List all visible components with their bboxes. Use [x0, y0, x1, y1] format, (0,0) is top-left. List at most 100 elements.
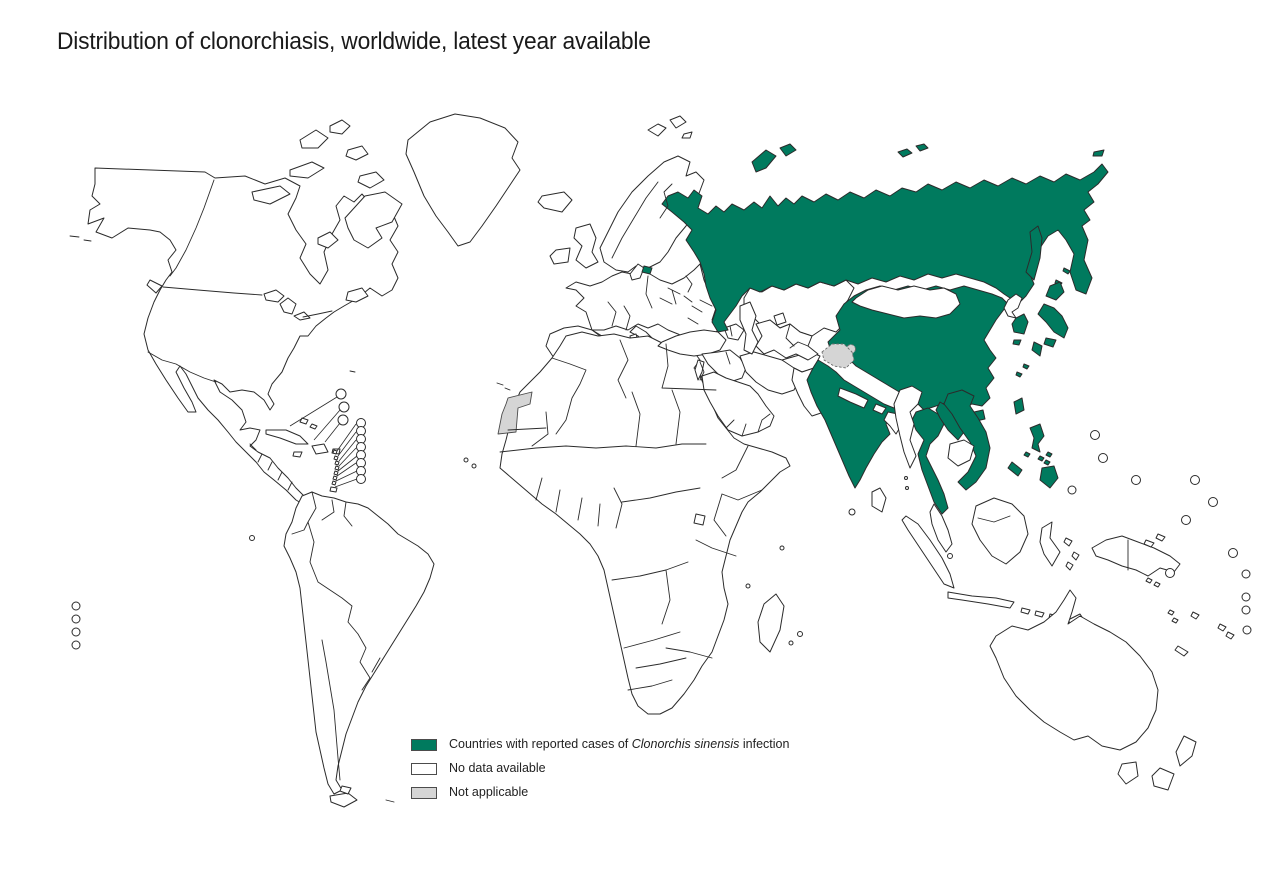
island-marker: [71, 627, 81, 637]
island-marker: [335, 388, 347, 400]
country-russia: [661, 163, 1109, 333]
country-north-america-mainland: [87, 167, 399, 507]
region-central-asia: [755, 319, 819, 361]
island-marker: [471, 463, 477, 469]
islands-falkland: [339, 785, 352, 795]
country-nepal: [837, 387, 869, 409]
island-marker: [1241, 605, 1251, 615]
country-south-korea: [1011, 313, 1029, 335]
island-marker: [71, 601, 81, 611]
island-marker: [356, 474, 366, 484]
islands-svalbard: [647, 115, 693, 139]
islands-novaya-zemlya: [751, 143, 797, 173]
island-tierra-del-fuego: [329, 792, 358, 808]
borders-middle-east-central-asia: [699, 323, 809, 437]
island-marker: [1190, 475, 1200, 485]
region-western-sahara: [497, 391, 533, 435]
island-marker: [779, 545, 785, 551]
japan-hokkaido: [1045, 281, 1065, 301]
philippines-mindanao: [1039, 465, 1059, 489]
island-marker: [1241, 569, 1251, 579]
island-wrangel: [1092, 149, 1105, 157]
lesser-antilles: [329, 449, 340, 493]
borders-asia-misc: [977, 515, 1129, 571]
japan-honshu: [1037, 303, 1069, 339]
island-marker: [848, 508, 856, 516]
island-marker: [1098, 453, 1108, 463]
legend-label-not-applicable: Not applicable: [449, 785, 529, 799]
country-myanmar: [893, 385, 923, 469]
philippines-luzon: [1029, 423, 1045, 453]
island-marker: [1242, 625, 1252, 635]
japan-kyushu: [1031, 341, 1043, 357]
island-new-caledonia: [1174, 645, 1189, 657]
caribbean-leader-lines: [289, 396, 358, 488]
islands-bahamas: [299, 417, 318, 430]
endemic-layer: [641, 143, 1109, 515]
island-marker: [745, 583, 751, 589]
country-vietnam: [943, 389, 991, 491]
island-marker: [1228, 548, 1238, 558]
legend-label-prefix: Countries with reported cases of: [449, 737, 632, 751]
country-denmark: [629, 263, 645, 281]
island-marker: [1181, 515, 1191, 525]
country-malaysia-peninsula: [929, 503, 953, 553]
island-marker: [1090, 430, 1100, 440]
country-sri-lanka: [871, 487, 887, 513]
border-layer: [147, 179, 1129, 781]
region-iraq-syria: [701, 349, 747, 383]
islands-fiji-vanuatu: [1145, 577, 1235, 640]
region-europe-mainland: [565, 263, 721, 343]
island-marker: [71, 640, 81, 650]
islands-severnaya-zemlya: [897, 143, 929, 158]
new-zealand-north: [1175, 735, 1197, 767]
island-tasmania: [1117, 761, 1139, 785]
legend-swatch-not-applicable: [411, 786, 437, 799]
island-marker: [1131, 475, 1141, 485]
legend-label-suffix: infection: [739, 737, 790, 751]
island-hispaniola: [311, 443, 329, 455]
country-bhutan: [872, 403, 887, 415]
island-marker: [947, 553, 953, 559]
country-iceland: [537, 191, 573, 213]
country-cuba: [265, 429, 309, 445]
borders-south-america: [291, 491, 381, 781]
island-marker: [1208, 497, 1218, 507]
island-marker: [905, 486, 909, 490]
legend-label-species: Clonorchis sinensis: [631, 737, 740, 751]
legend-item-no-data: No data available: [411, 762, 789, 775]
island-jeju: [1012, 339, 1022, 346]
country-canada-baffin: [344, 191, 403, 249]
lake-victoria: [693, 513, 706, 526]
country-madagascar: [757, 593, 785, 653]
island-marker: [1165, 568, 1175, 578]
region-caucasus: [723, 323, 745, 341]
not-applicable-layer: [497, 343, 856, 435]
island-marker: [788, 640, 794, 646]
legend-swatch-reported-cases: [411, 738, 437, 751]
island-marker: [1241, 592, 1251, 602]
island-marker: [337, 414, 349, 426]
country-north-korea: [1003, 293, 1023, 319]
borders-africa: [499, 339, 763, 691]
island-marker: [249, 535, 255, 541]
country-taiwan: [1013, 397, 1025, 415]
map-legend: Countries with reported cases of Clonorc…: [411, 738, 789, 799]
region-arabia: [701, 371, 775, 437]
philippines-palawan: [1007, 461, 1023, 477]
island-marker: [463, 457, 469, 463]
island-marker: [71, 614, 81, 624]
country-greenland: [405, 113, 521, 247]
philippines-visayas: [1023, 451, 1053, 466]
island-marker: [338, 401, 350, 413]
island-marker: [1067, 485, 1077, 495]
islands-misc-dashes: [69, 235, 511, 803]
arctic-islands: [251, 119, 385, 249]
figure-title: Distribution of clonorchiasis, worldwide…: [57, 28, 651, 55]
legend-swatch-no-data: [411, 762, 437, 775]
borders-europe: [591, 181, 713, 337]
legend-item-reported-cases: Countries with reported cases of Clonorc…: [411, 738, 789, 751]
landmass-layer: [87, 113, 855, 808]
